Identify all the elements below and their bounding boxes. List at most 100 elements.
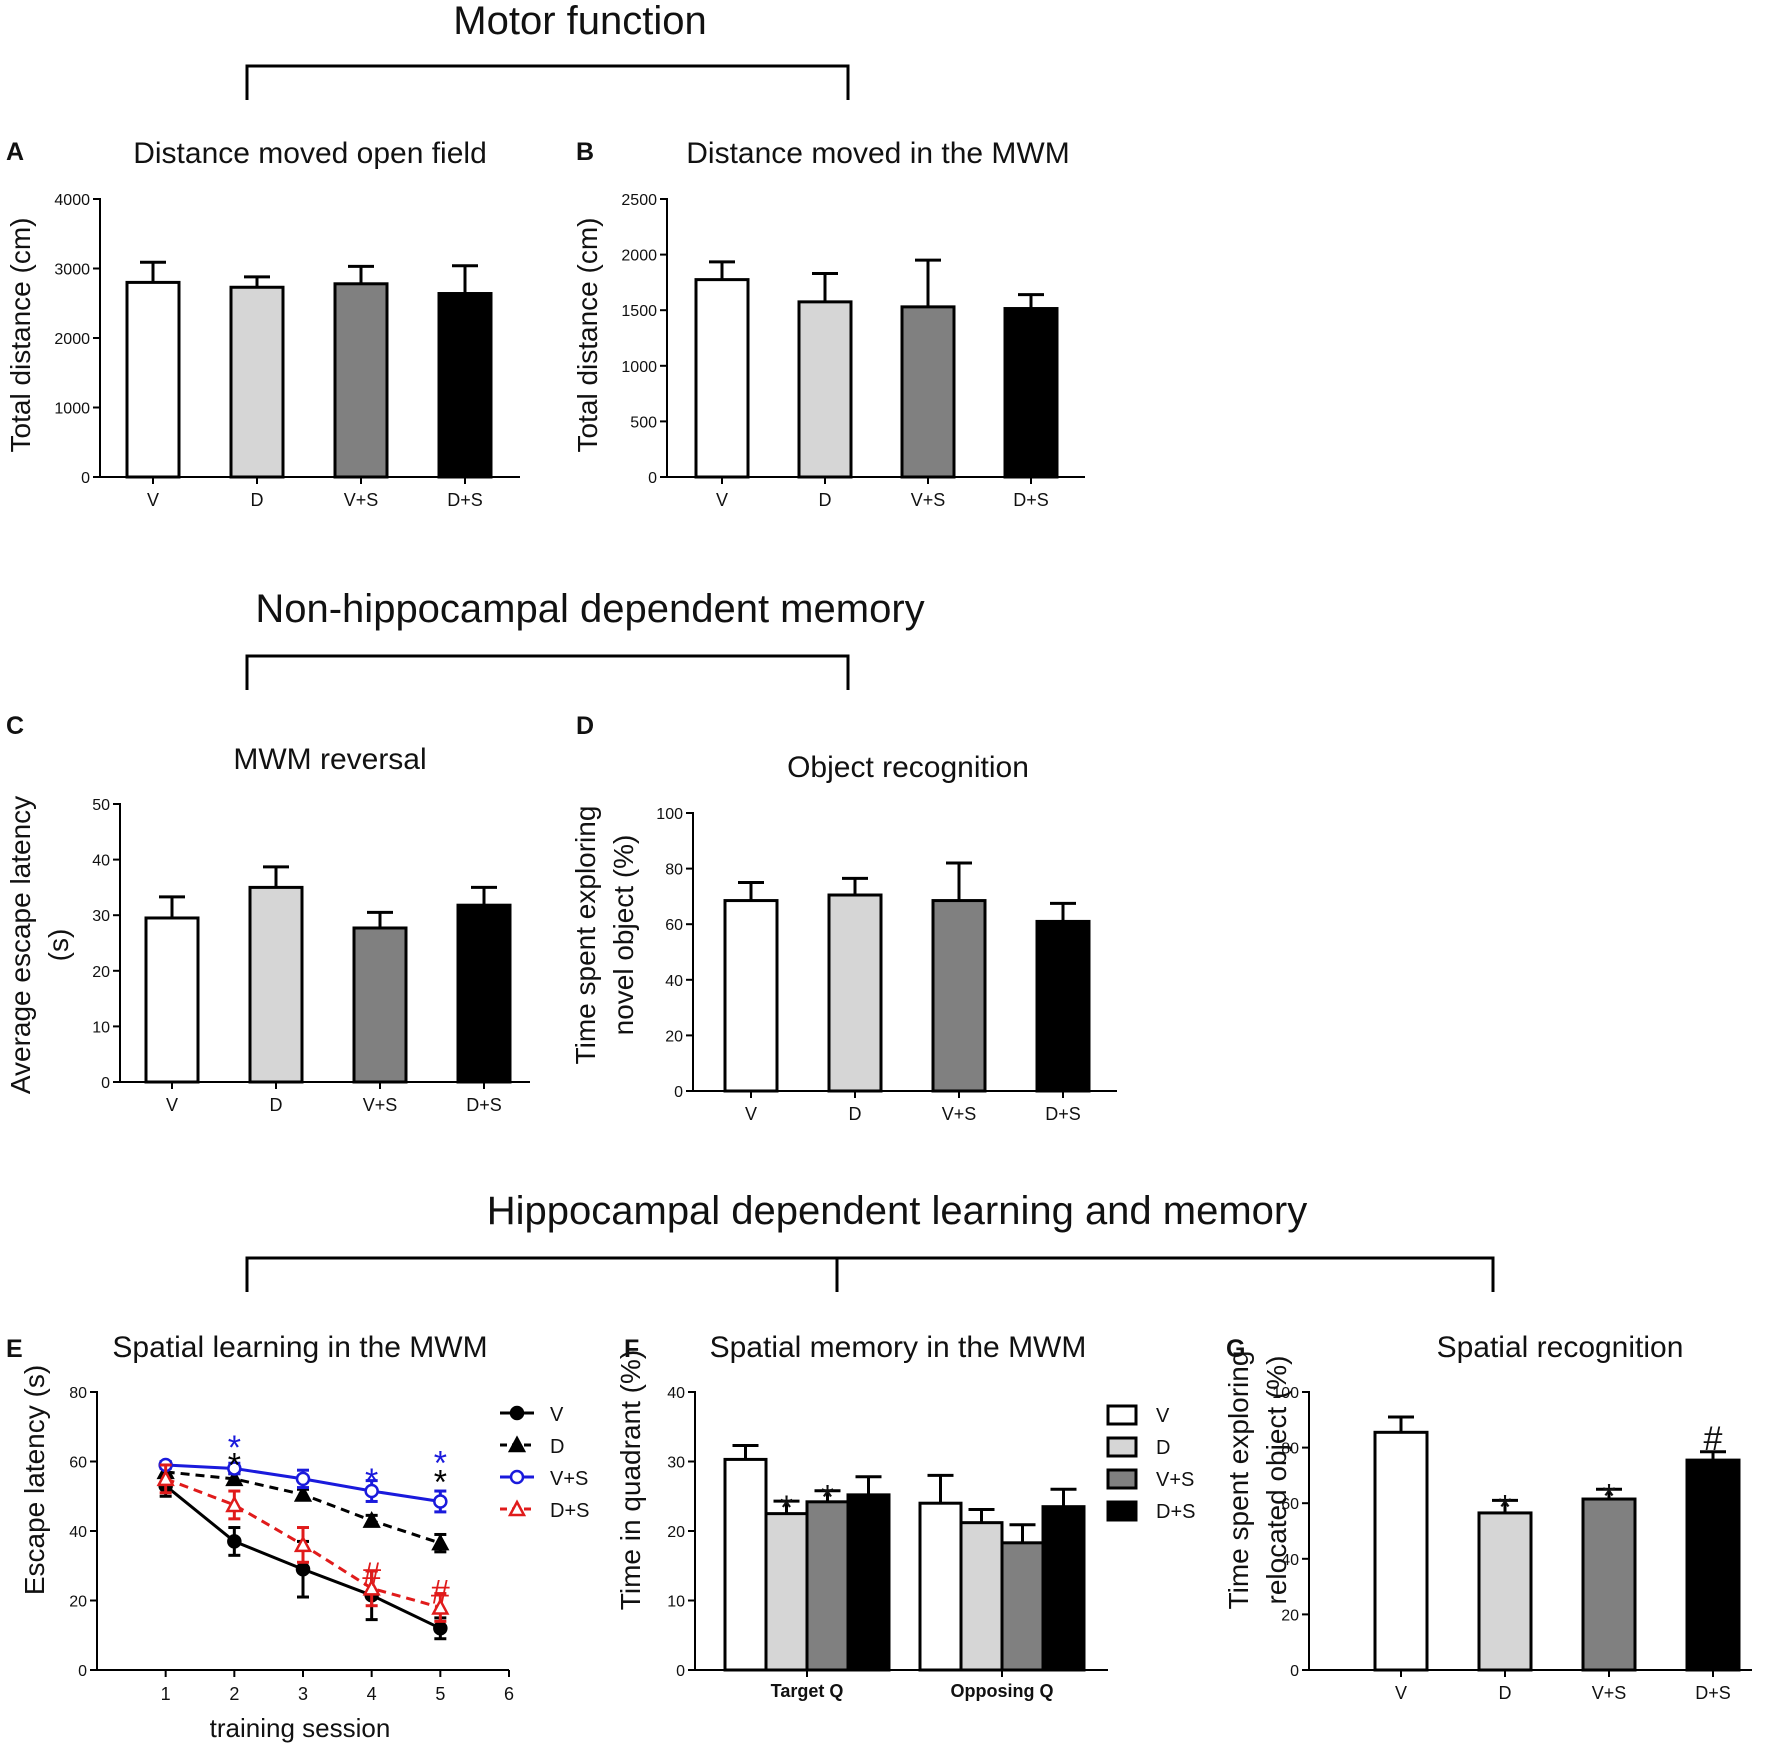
significance-mark-e: * (434, 1464, 447, 1502)
bar-c-vpluss (352, 926, 408, 1084)
panel-title-a: Distance moved open field (133, 137, 487, 170)
significance-mark-e: * (434, 1445, 447, 1483)
y-tick-label-b: 0 (648, 470, 657, 487)
legend-swatch-f (1106, 1500, 1138, 1522)
data-point-e-dpluss (431, 1597, 450, 1615)
bar-c-d (248, 885, 304, 1084)
bar-c-v (144, 916, 200, 1084)
x-tick-label-d: V+S (942, 1104, 977, 1124)
significance-mark-f: * (780, 1489, 793, 1527)
y-tick-label-d: 60 (665, 917, 683, 934)
y-axis-label-b: Total distance (cm) (572, 218, 603, 453)
panel-a-chart: A Distance moved open field Total distan… (5, 137, 520, 510)
bar-g-d (1477, 1511, 1533, 1672)
bar-b-vpluss (900, 305, 956, 479)
y-tick-label-e: 80 (69, 1385, 87, 1402)
x-tick-label-b: D+S (1013, 490, 1049, 510)
y-tick-label-g: 80 (1281, 1441, 1299, 1458)
y-tick-label-a: 0 (81, 470, 90, 487)
y-tick-label-d: 0 (674, 1084, 683, 1101)
bar-b-v (694, 278, 750, 479)
panel-letter-f: F (624, 1335, 639, 1363)
x-axis-label-e: training session (210, 1713, 391, 1743)
data-point-e-dpluss (293, 1535, 313, 1553)
significance-mark-f: * (821, 1479, 834, 1517)
x-tick-label-c: D (270, 1095, 283, 1115)
y-tick-label-c: 40 (92, 853, 110, 870)
x-tick-label-g: D (1499, 1683, 1512, 1703)
x-tick-label-a: D+S (447, 490, 483, 510)
x-tick-label-e: 6 (504, 1684, 514, 1704)
y-tick-label-d: 100 (656, 806, 683, 823)
significance-mark-e: * (365, 1462, 378, 1500)
x-tick-label-c: V+S (363, 1095, 398, 1115)
legend-label-f: D+S (1156, 1501, 1195, 1523)
panel-letter-g: G (1226, 1335, 1245, 1363)
data-point-e-dpluss (156, 1469, 175, 1487)
y-tick-label-a: 4000 (54, 192, 90, 209)
y-tick-label-d: 20 (665, 1028, 683, 1045)
panel-title-d: Object recognition (787, 751, 1029, 784)
legend-marker-e-v (509, 1405, 525, 1421)
x-tick-label-e: 1 (161, 1684, 171, 1704)
y-tick-label-f: 40 (667, 1385, 685, 1402)
legend-label-e: V (550, 1404, 564, 1426)
bar-f-dpluss (846, 1493, 891, 1672)
y-tick-label-c: 30 (92, 908, 110, 925)
panel-title-e: Spatial learning in the MWM (112, 1331, 487, 1364)
y-axis-label-c-line2: (s) (43, 929, 74, 962)
y-axis-label-e: Escape latency (s) (19, 1365, 50, 1595)
y-tick-label-g: 100 (1272, 1385, 1299, 1402)
bar-g-dpluss (1685, 1458, 1741, 1672)
y-tick-label-e: 60 (69, 1455, 87, 1472)
bar-a-v (125, 280, 181, 479)
significance-mark-e: # (431, 1574, 450, 1612)
legend-label-e: V+S (550, 1468, 588, 1490)
x-tick-label-g: D+S (1695, 1683, 1731, 1703)
panel-b-chart: B Distance moved in the MWM Total distan… (572, 137, 1085, 510)
x-tick-label-e: 2 (229, 1684, 239, 1704)
x-tick-label-a: V+S (344, 490, 379, 510)
y-tick-label-e: 40 (69, 1524, 87, 1541)
bar-g-vpluss (1581, 1497, 1637, 1672)
section-bracket-hippo (245, 1256, 1495, 1292)
panel-title-f: Spatial memory in the MWM (710, 1331, 1087, 1364)
y-axis-label-a: Total distance (cm) (5, 218, 36, 453)
y-tick-label-b: 2500 (621, 192, 657, 209)
data-point-e-d (293, 1484, 313, 1502)
data-point-e-d (431, 1533, 450, 1551)
y-tick-label-b: 2000 (621, 248, 657, 265)
y-axis-label-g-line2: relocated object (%) (1261, 1355, 1292, 1604)
y-tick-label-d: 40 (665, 973, 683, 990)
data-point-e-vpluss (364, 1483, 379, 1499)
bar-f-vpluss (1000, 1541, 1045, 1672)
y-tick-label-f: 10 (667, 1594, 685, 1611)
panel-title-c: MWM reversal (233, 743, 426, 776)
bar-c-dpluss (456, 903, 512, 1084)
y-tick-label-b: 500 (630, 414, 657, 431)
y-axis-label-d-line2: novel object (%) (608, 835, 639, 1036)
significance-mark-g: * (1602, 1477, 1615, 1515)
y-tick-label-f: 0 (676, 1663, 685, 1680)
legend-marker-e-dpluss (507, 1499, 527, 1517)
y-tick-label-e: 20 (69, 1594, 87, 1611)
legend-label-f: V+S (1156, 1469, 1194, 1491)
bar-d-vpluss (931, 899, 987, 1093)
bar-a-d (229, 285, 285, 479)
y-tick-label-b: 1500 (621, 303, 657, 320)
bar-f-d (764, 1512, 809, 1672)
y-tick-label-a: 2000 (54, 331, 90, 348)
panel-f-chart: F Spatial memory in the MWM Time in quad… (615, 1331, 1195, 1701)
significance-mark-e: * (228, 1446, 241, 1484)
bar-f-dpluss (1041, 1505, 1086, 1672)
legend-label-f: V (1156, 1405, 1170, 1427)
bar-b-d (797, 300, 853, 479)
bar-f-v (918, 1501, 963, 1672)
panel-d-chart: D Object recognition Time spent explorin… (570, 712, 1117, 1124)
x-tick-label-c: D+S (466, 1095, 502, 1115)
y-tick-label-g: 60 (1281, 1496, 1299, 1513)
panel-title-b: Distance moved in the MWM (686, 137, 1069, 170)
y-axis-label-f: Time in quadrant (%) (615, 1350, 646, 1610)
panel-g-chart: G Spatial recognition Time spent explori… (1223, 1331, 1752, 1703)
